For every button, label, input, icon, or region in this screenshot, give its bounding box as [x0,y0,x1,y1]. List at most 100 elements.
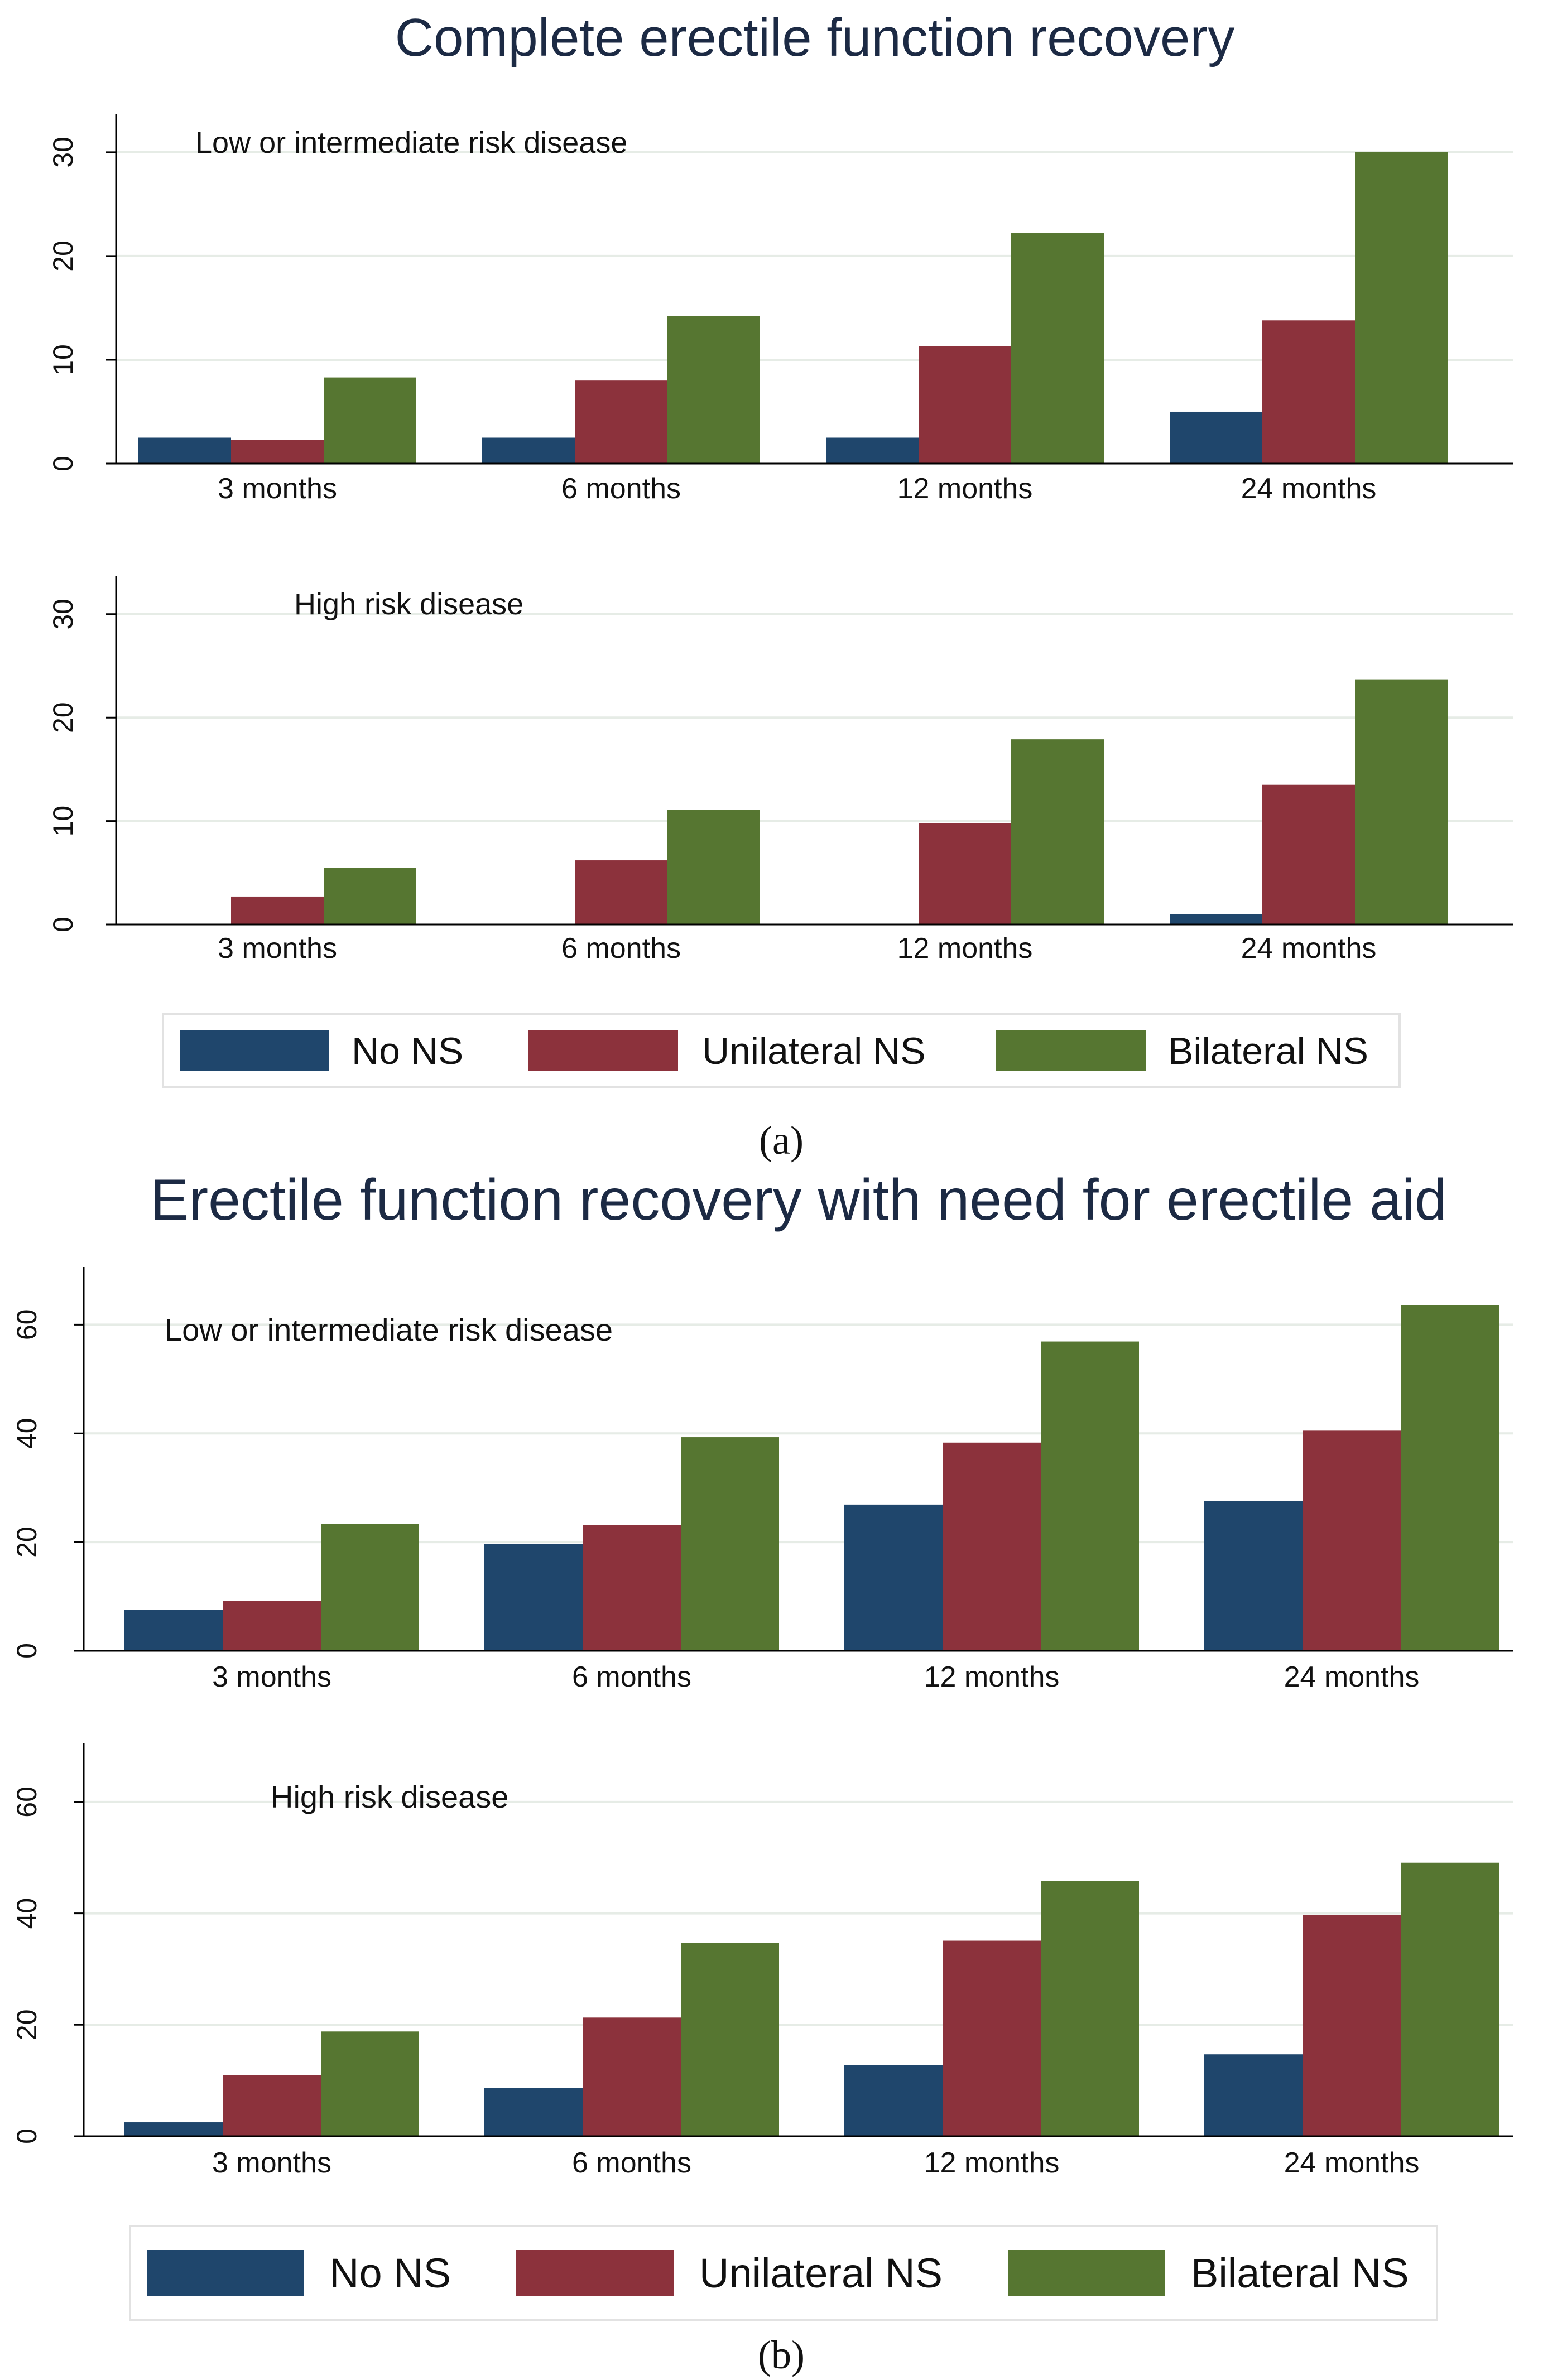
bar-bilateral-ns [1011,739,1104,924]
bar-no-ns [844,1504,943,1651]
bar-bilateral-ns [681,1437,779,1651]
y-tick-label: 60 [11,1309,42,1341]
y-tick-label: 10 [47,344,79,375]
legend-swatch [996,1030,1146,1071]
bar-bilateral-ns [1011,233,1104,464]
bar-no-ns [844,2065,943,2136]
y-tick-label: 0 [47,456,79,471]
bar-unilateral-ns [943,1442,1041,1651]
x-tick-label: 3 months [218,932,337,965]
bar-unilateral-ns [1303,1915,1401,2136]
legend-label: No NS [352,1030,463,1072]
y-tick-label: 40 [11,1418,42,1449]
bar-unilateral-ns [919,346,1011,464]
bar-no-ns [482,437,575,464]
legend-swatch [516,2250,674,2296]
bar-bilateral-ns [324,868,416,924]
bar-no-ns [124,2122,223,2136]
bar-bilateral-ns [1401,1305,1499,1651]
x-tick-label: 24 months [1241,473,1377,505]
legend-label: Unilateral NS [702,1030,926,1072]
x-tick-label: 3 months [218,473,337,505]
x-tick-label: 12 months [924,1661,1060,1693]
y-tick-label: 10 [47,806,79,837]
bar-unilateral-ns [583,2017,681,2136]
panel-annotation: Low or intermediate risk disease [165,1312,613,1347]
legend-swatch [1008,2250,1165,2296]
bar-no-ns [1170,411,1262,464]
bar-no-ns [484,1544,583,1651]
legend-swatch [180,1030,329,1071]
bar-bilateral-ns [1041,1341,1139,1651]
legend-label: Bilateral NS [1168,1030,1368,1072]
bar-bilateral-ns [1041,1881,1139,2136]
legend-box [129,2225,1438,2321]
bar-unilateral-ns [223,1601,321,1651]
y-tick-label: 0 [47,917,79,932]
bar-no-ns [138,437,231,464]
x-tick-label: 6 months [561,473,681,505]
x-tick-label: 6 months [572,2147,691,2179]
x-tick-label: 24 months [1241,932,1377,965]
y-tick-label: 20 [47,702,79,733]
bar-unilateral-ns [575,860,667,924]
legend-label: Unilateral NS [699,2250,943,2296]
chart-title: Erectile function recovery with need for… [150,1168,1447,1232]
bar-bilateral-ns [667,810,760,924]
x-tick-label: 6 months [572,1661,691,1693]
bar-unilateral-ns [1262,784,1355,924]
bar-bilateral-ns [324,377,416,464]
figure-label-a: (a) [759,1118,804,1163]
bar-unilateral-ns [223,2075,321,2136]
bar-bilateral-ns [321,1524,419,1651]
bar-unilateral-ns [1303,1430,1401,1651]
panel-annotation: High risk disease [271,1779,508,1814]
y-tick-label: 20 [11,1526,42,1558]
bar-bilateral-ns [1355,152,1448,464]
x-tick-label: 6 months [561,932,681,965]
y-tick-label: 30 [47,137,79,168]
bar-no-ns [826,437,919,464]
y-tick-label: 20 [47,240,79,272]
bar-bilateral-ns [667,316,760,464]
y-tick-label: 40 [11,1898,42,1929]
x-tick-label: 3 months [212,2147,331,2179]
bar-unilateral-ns [231,440,324,464]
bar-no-ns [124,1610,223,1651]
y-tick-label: 20 [11,2009,42,2040]
legend-label: No NS [329,2250,451,2296]
bar-unilateral-ns [575,380,667,464]
y-tick-label: 30 [47,599,79,630]
bar-bilateral-ns [1355,679,1448,924]
bar-unilateral-ns [1262,320,1355,464]
bar-bilateral-ns [681,1943,779,2136]
x-tick-label: 12 months [897,473,1033,505]
bar-unilateral-ns [231,896,324,924]
x-tick-label: 24 months [1284,1661,1420,1693]
y-tick-label: 60 [11,1786,42,1818]
bar-no-ns [1204,2054,1303,2136]
y-tick-label: 0 [11,1643,42,1659]
legend-swatch [147,2250,304,2296]
y-tick-label: 0 [11,2128,42,2144]
x-tick-label: 12 months [897,932,1033,965]
bar-no-ns [484,2088,583,2136]
bar-unilateral-ns [943,1940,1041,2136]
x-tick-label: 24 months [1284,2147,1420,2179]
x-tick-label: 3 months [212,1661,331,1693]
figure-label-b: (b) [758,2333,805,2377]
bar-unilateral-ns [919,823,1011,924]
x-tick-label: 12 months [924,2147,1060,2179]
bar-bilateral-ns [1401,1862,1499,2136]
legend-box [162,1013,1401,1088]
legend-label: Bilateral NS [1191,2250,1409,2296]
legend-swatch [528,1030,678,1071]
bar-unilateral-ns [583,1525,681,1651]
bar-no-ns [1204,1501,1303,1651]
panel-annotation: Low or intermediate risk disease [195,126,627,160]
bar-bilateral-ns [321,2031,419,2136]
panel-annotation: High risk disease [294,587,523,621]
chart-title: Complete erectile function recovery [395,8,1235,68]
